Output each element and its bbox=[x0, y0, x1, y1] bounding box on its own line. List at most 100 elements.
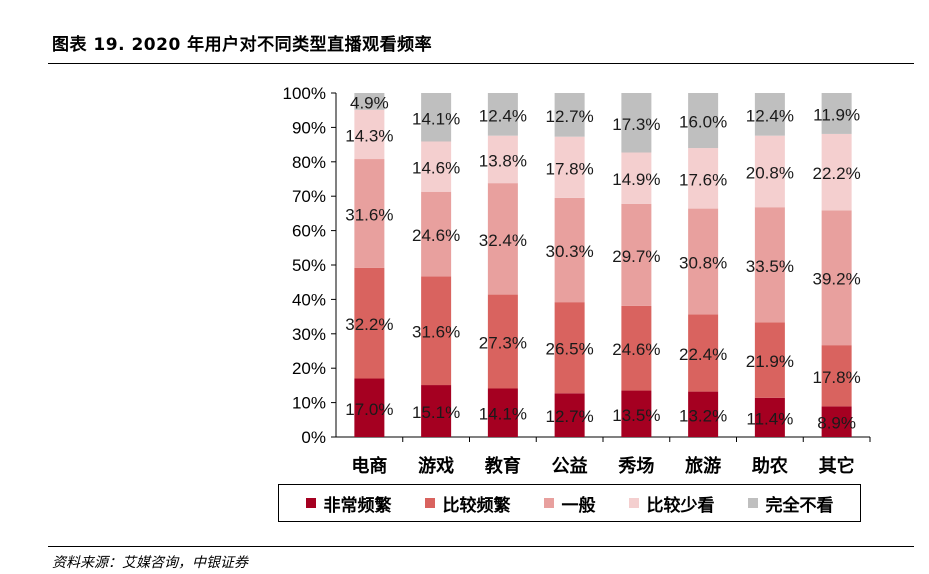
bar-segment bbox=[487, 93, 518, 136]
bar-segment bbox=[621, 305, 652, 391]
y-tick-label: 0% bbox=[301, 428, 326, 447]
data-label: 29.7% bbox=[612, 247, 660, 266]
bar-segment bbox=[354, 378, 385, 437]
legend-swatch bbox=[543, 498, 554, 508]
data-label: 17.6% bbox=[679, 170, 727, 189]
data-label: 32.4% bbox=[479, 231, 527, 250]
y-tick-label: 80% bbox=[292, 153, 326, 172]
data-label: 14.1% bbox=[479, 405, 527, 424]
data-label: 22.2% bbox=[813, 164, 861, 183]
legend-swatch bbox=[305, 498, 316, 508]
data-label: 11.4% bbox=[746, 409, 793, 428]
y-tick-label: 70% bbox=[292, 187, 326, 206]
bar-segment bbox=[621, 390, 652, 437]
x-category-label: 助农 bbox=[752, 455, 788, 477]
bar-segment bbox=[754, 135, 785, 208]
bar-segment bbox=[688, 208, 719, 315]
legend-item: 比较频繁 bbox=[424, 491, 511, 516]
title-rule bbox=[48, 63, 914, 64]
bar-segment bbox=[821, 210, 852, 346]
data-label: 12.7% bbox=[546, 407, 594, 426]
chart-legend: 非常频繁 比较频繁 一般 比较少看 完全不看 bbox=[278, 484, 861, 522]
legend-item: 比较少看 bbox=[628, 491, 715, 516]
data-label: 14.1% bbox=[412, 109, 460, 128]
bar-segment bbox=[621, 93, 652, 153]
data-label: 32.2% bbox=[345, 315, 393, 334]
bar-segment bbox=[688, 93, 719, 149]
bar-segment bbox=[554, 302, 585, 394]
legend-swatch bbox=[747, 498, 758, 508]
x-category-label: 秀场 bbox=[617, 456, 654, 477]
bar-segment bbox=[754, 207, 785, 323]
data-label: 39.2% bbox=[813, 270, 861, 289]
bar-segment bbox=[354, 93, 385, 110]
legend-item: 完全不看 bbox=[747, 491, 834, 516]
bar-segment bbox=[621, 152, 652, 204]
data-label: 13.8% bbox=[479, 151, 527, 170]
bar-segment bbox=[487, 294, 518, 389]
y-tick-label: 40% bbox=[292, 290, 326, 309]
data-label: 20.8% bbox=[746, 163, 794, 182]
data-label: 16.0% bbox=[679, 113, 727, 132]
data-label: 24.6% bbox=[412, 226, 460, 245]
data-label: 26.5% bbox=[546, 340, 594, 359]
legend-swatch bbox=[628, 498, 639, 508]
data-label: 22.4% bbox=[679, 345, 727, 364]
bar-segment bbox=[487, 183, 518, 295]
legend-swatch bbox=[424, 498, 435, 508]
source-rule bbox=[48, 546, 914, 547]
bar-segment bbox=[554, 197, 585, 303]
bar-segment bbox=[554, 136, 585, 198]
y-tick-label: 50% bbox=[292, 256, 326, 275]
legend-label: 比较频繁 bbox=[442, 495, 511, 516]
bar-segment bbox=[421, 276, 452, 386]
y-tick-label: 10% bbox=[292, 394, 326, 413]
data-label: 21.9% bbox=[746, 352, 794, 371]
data-label: 33.5% bbox=[746, 257, 794, 276]
bar-segment bbox=[688, 314, 719, 392]
legend-label: 一般 bbox=[561, 495, 596, 516]
bar-segment bbox=[688, 391, 719, 437]
bar-segment bbox=[754, 93, 785, 136]
bar-segment bbox=[821, 133, 852, 211]
legend-item: 非常频繁 bbox=[305, 491, 392, 516]
bar-segment bbox=[821, 406, 852, 437]
data-label: 24.6% bbox=[612, 340, 660, 359]
data-label: 11.9% bbox=[813, 105, 860, 124]
x-category-label: 旅游 bbox=[685, 455, 721, 477]
bar-segment bbox=[821, 345, 852, 407]
data-label: 17.8% bbox=[813, 368, 861, 387]
data-label: 8.9% bbox=[817, 414, 856, 433]
data-label: 27.3% bbox=[479, 334, 527, 353]
legend-label: 完全不看 bbox=[765, 495, 834, 516]
bar-segment bbox=[421, 191, 452, 277]
data-label: 12.4% bbox=[746, 106, 794, 125]
data-label: 13.5% bbox=[612, 406, 660, 425]
bar-segment bbox=[554, 393, 585, 437]
source-note: 资料来源：艾媒咨询，中银证券 bbox=[52, 555, 248, 571]
data-label: 31.6% bbox=[412, 323, 460, 342]
data-label: 12.4% bbox=[479, 106, 527, 125]
figure-title: 图表 19. 2020 年用户对不同类型直播观看频率 bbox=[52, 35, 433, 55]
legend-label: 比较少看 bbox=[646, 495, 715, 516]
bar-segment bbox=[554, 93, 585, 137]
data-label: 17.8% bbox=[546, 159, 594, 178]
x-category-label: 教育 bbox=[485, 455, 521, 477]
bar-segment bbox=[354, 267, 385, 379]
bar-segment bbox=[487, 135, 518, 184]
bar-segment bbox=[487, 388, 518, 437]
data-label: 14.3% bbox=[345, 126, 393, 145]
bar-segment bbox=[754, 322, 785, 398]
y-tick-label: 30% bbox=[292, 325, 326, 344]
data-label: 17.0% bbox=[345, 400, 393, 419]
bar-segment bbox=[354, 159, 385, 268]
legend-item: 一般 bbox=[543, 491, 596, 516]
bar-segment bbox=[821, 93, 852, 134]
data-label: 14.6% bbox=[412, 159, 460, 178]
data-label: 12.7% bbox=[546, 107, 594, 126]
bar-segment bbox=[754, 397, 785, 437]
y-tick-label: 100% bbox=[283, 84, 326, 103]
data-label: 13.2% bbox=[679, 406, 727, 425]
x-category-label: 公益 bbox=[552, 455, 588, 477]
